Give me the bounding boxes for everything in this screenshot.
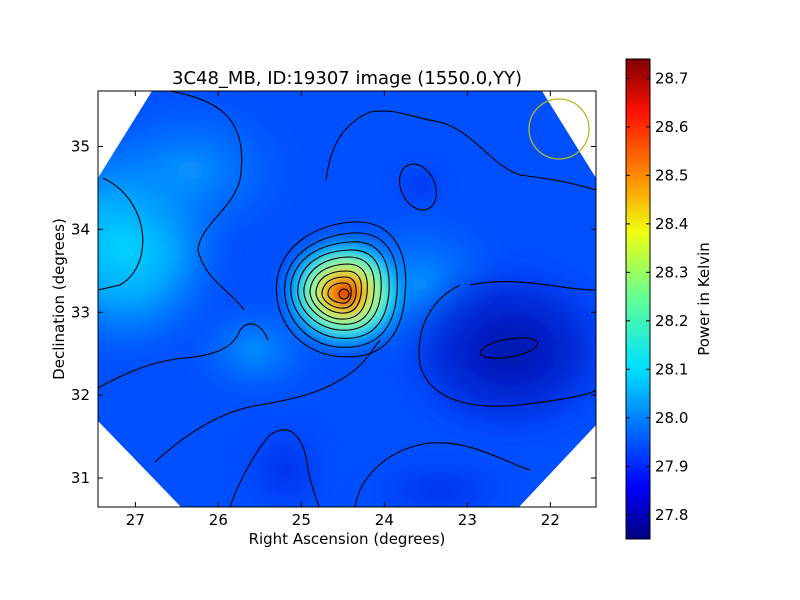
beam-circle [528, 98, 590, 160]
colorbar-gradient [625, 58, 651, 540]
colorbar-tick-label: 27.8 [655, 506, 688, 524]
colorbar-tick-label: 28.0 [655, 409, 688, 427]
chart-title: 3C48_MB, ID:19307 image (1550.0,YY) [172, 68, 522, 89]
colorbar-tick-label: 28.6 [655, 118, 688, 136]
x-tick-label: 27 [126, 511, 145, 529]
colorbar-tick-label: 28.3 [655, 263, 688, 281]
intensity-map [98, 91, 596, 507]
colorbar-tick-label: 28.2 [655, 312, 688, 330]
y-tick-label: 32 [71, 386, 90, 404]
y-tick-label: 35 [71, 138, 90, 156]
colorbar-tick-label: 28.5 [655, 166, 688, 184]
y-tick-label: 34 [71, 220, 90, 238]
y-axis-label: Declination (degrees) [50, 218, 68, 380]
colorbar-tick-label: 28.7 [655, 69, 688, 87]
colorbar-tick-label: 28.4 [655, 215, 688, 233]
x-axis-label: Right Ascension (degrees) [249, 530, 446, 548]
x-tick-label: 23 [458, 511, 477, 529]
contour-lines [98, 91, 596, 507]
colorbar: 27.8 27.9 28.0 28.1 28.2 28.3 28.4 28.5 28.6 28.7… [625, 58, 713, 540]
x-axis-ticks: 27 26 25 24 23 22 [126, 91, 560, 529]
colorbar-tick-label: 27.9 [655, 457, 688, 475]
y-tick-label: 33 [71, 303, 90, 321]
colorbar-ticks: 27.8 27.9 28.0 28.1 28.2 28.3 28.4 28.5 28.6 28.7 [626, 69, 688, 524]
y-tick-label: 31 [71, 469, 90, 487]
x-tick-label: 26 [209, 511, 228, 529]
x-tick-label: 24 [375, 511, 394, 529]
x-tick-label: 22 [541, 511, 560, 529]
colorbar-label: Power in Kelvin [695, 242, 713, 356]
x-tick-label: 25 [292, 511, 311, 529]
plot-frame [97, 90, 597, 508]
colorbar-tick-label: 28.1 [655, 360, 688, 378]
y-axis-ticks: 31 32 33 34 35 [71, 138, 596, 487]
